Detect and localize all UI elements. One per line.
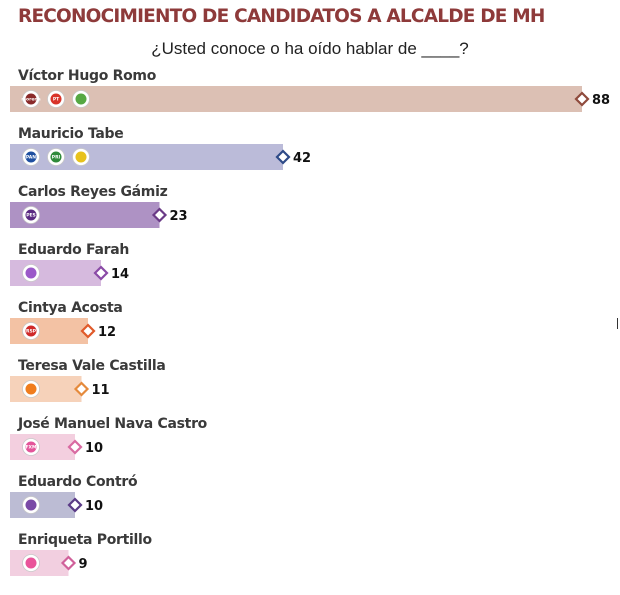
logo-text: PAN [26, 155, 36, 161]
bar-row: Mauricio Tabe PAN PRI 42 [10, 126, 311, 170]
candidate-name: Carlos Reyes Gámiz [18, 184, 168, 200]
value-label: 88 [592, 93, 610, 108]
logo-mark [25, 93, 37, 105]
bar [10, 86, 582, 112]
logo-mark [50, 93, 62, 105]
fxm-logo: FXM [22, 438, 40, 456]
bar-row: Enriqueta Portillo 9 [10, 532, 153, 576]
value-label: 11 [92, 383, 110, 398]
movimiento-ciudadano-logo [22, 380, 40, 398]
chart-subtitle: ¿Usted conoce o ha oído hablar de ____? [151, 39, 469, 58]
logo-mark [75, 151, 87, 163]
party-logo [22, 264, 40, 282]
value-label: 12 [98, 325, 116, 340]
value-marker [67, 497, 83, 513]
logo-mark [25, 209, 37, 221]
candidate-name: Teresa Vale Castilla [18, 358, 166, 374]
bar-row: Eduardo Farah 14 [10, 242, 129, 286]
value-label: 23 [170, 209, 188, 224]
party-logo [22, 496, 40, 514]
bar-row: Carlos Reyes Gámiz PES 23 [10, 184, 188, 228]
pvem-logo [72, 90, 90, 108]
value-marker [67, 439, 83, 455]
value-marker [93, 265, 109, 281]
value-label: 10 [85, 499, 103, 514]
morena-logo: morena [21, 90, 41, 108]
value-label: 14 [111, 267, 129, 282]
candidate-name: José Manuel Nava Castro [17, 416, 208, 432]
value-label: 42 [293, 151, 311, 166]
chart-title: RECONOCIMIENTO DE CANDIDATOS A ALCALDE D… [18, 6, 545, 27]
logo-text: morena [21, 97, 40, 103]
elige-logo [22, 554, 40, 572]
edge-mark [617, 318, 618, 329]
logo-mark [25, 557, 37, 569]
logo-text: PT [53, 97, 60, 103]
value-marker [60, 555, 77, 571]
logo-text: PES [26, 213, 36, 219]
logo-mark [25, 151, 37, 163]
value-label: 10 [85, 441, 103, 456]
value-label: 9 [79, 557, 88, 572]
candidate-name: Mauricio Tabe [18, 126, 123, 142]
value-marker [80, 323, 96, 339]
logo-mark [25, 267, 37, 279]
value-marker [275, 149, 291, 165]
pt-logo: PT [47, 90, 65, 108]
candidate-name: Víctor Hugo Romo [18, 68, 157, 84]
logo-mark [50, 151, 62, 163]
logo-text: RSP [26, 329, 37, 335]
logo-mark [75, 93, 87, 105]
pes-logo: PES [22, 206, 40, 224]
bar [10, 434, 75, 460]
candidate-name: Cintya Acosta [18, 300, 123, 316]
value-marker [574, 91, 590, 107]
bar [10, 492, 75, 518]
bar-row: Víctor Hugo Romo morena PT 88 [10, 68, 610, 112]
logo-mark [25, 383, 37, 395]
logo-text: FXM [25, 445, 37, 451]
bar-row: Teresa Vale Castilla 11 [10, 358, 166, 402]
value-marker [151, 207, 168, 223]
rsp-logo: RSP [22, 322, 40, 340]
bar-row: Cintya Acosta RSP 12 [10, 300, 123, 344]
logo-text: PRI [52, 155, 61, 161]
bar-row: José Manuel Nava Castro FXM 10 [10, 416, 208, 460]
logo-mark [25, 325, 37, 337]
bar-row: Eduardo Contró 10 [10, 474, 138, 518]
bar [10, 376, 82, 402]
pan-logo: PAN [22, 148, 40, 166]
prd-logo [72, 148, 90, 166]
candidate-name: Enriqueta Portillo [18, 532, 153, 548]
pri-logo: PRI [47, 148, 65, 166]
bar [10, 318, 88, 344]
candidate-name: Eduardo Contró [18, 474, 138, 490]
value-marker [73, 381, 90, 397]
logo-mark [25, 441, 37, 453]
logo-mark [25, 499, 37, 511]
candidate-name: Eduardo Farah [18, 242, 129, 258]
